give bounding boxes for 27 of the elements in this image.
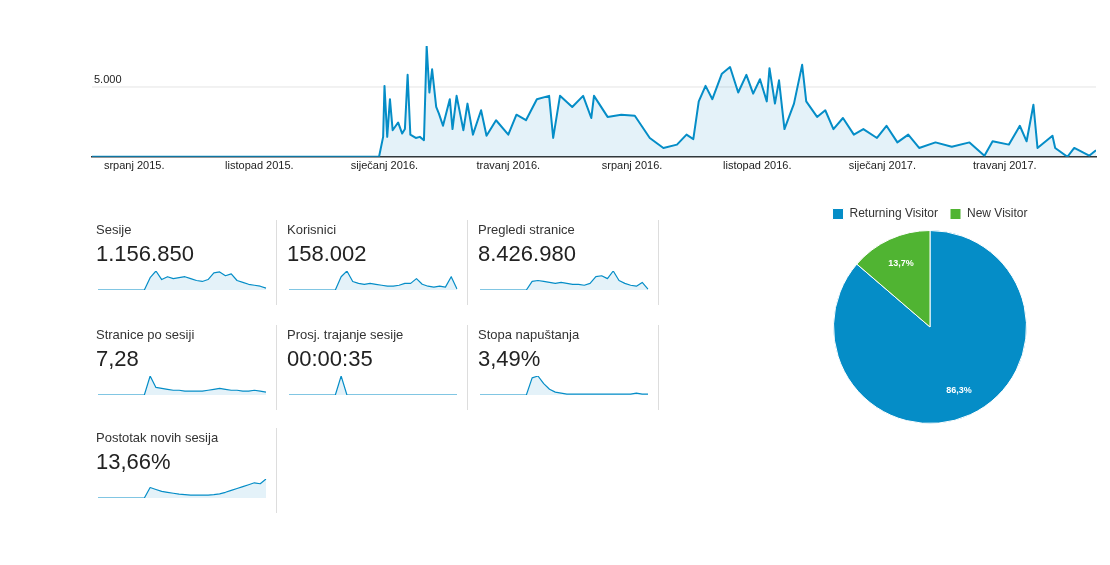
chart-subtitle: 158.002 — [287, 241, 368, 267]
chart-title: Postotak novih sesija — [96, 430, 220, 445]
chart-subtitle: 13,66% — [96, 449, 172, 475]
x-tick-label: srpanj 2016. — [601, 159, 663, 172]
annotation: 5.000 — [94, 72, 122, 85]
legend-label: New Visitor — [967, 206, 1028, 221]
chart-subtitle: 1.156.850 — [96, 241, 195, 267]
chart-subtitle: 00:00:35 — [287, 346, 374, 372]
data-label: 13,7% — [888, 258, 914, 269]
chart-subtitle: 8.426.980 — [478, 241, 577, 267]
chart-title: Stranice po sesiji — [96, 327, 196, 342]
chart-subtitle: 7,28 — [96, 346, 140, 372]
x-tick-label: listopad 2016. — [723, 159, 792, 172]
data-label: 86,3% — [946, 384, 972, 395]
chart-title: Korisnici — [287, 222, 338, 237]
x-tick-label: travanj 2017. — [973, 159, 1037, 172]
chart-subtitle: 3,49% — [478, 346, 542, 372]
x-tick-label: listopad 2015. — [225, 159, 294, 172]
x-tick-label: travanj 2016. — [476, 159, 541, 172]
x-tick-label: siječanj 2017. — [848, 159, 917, 172]
legend-label: Returning Visitor — [849, 206, 939, 221]
chart-title: Stopa napuštanja — [478, 327, 581, 342]
chart-title: Prosj. trajanje sesije — [287, 327, 405, 342]
x-tick-label: srpanj 2015. — [103, 159, 165, 172]
chart-title: Sesije — [96, 222, 133, 237]
x-tick-label: siječanj 2016. — [350, 159, 419, 172]
chart-title: Pregledi stranice — [478, 222, 576, 237]
